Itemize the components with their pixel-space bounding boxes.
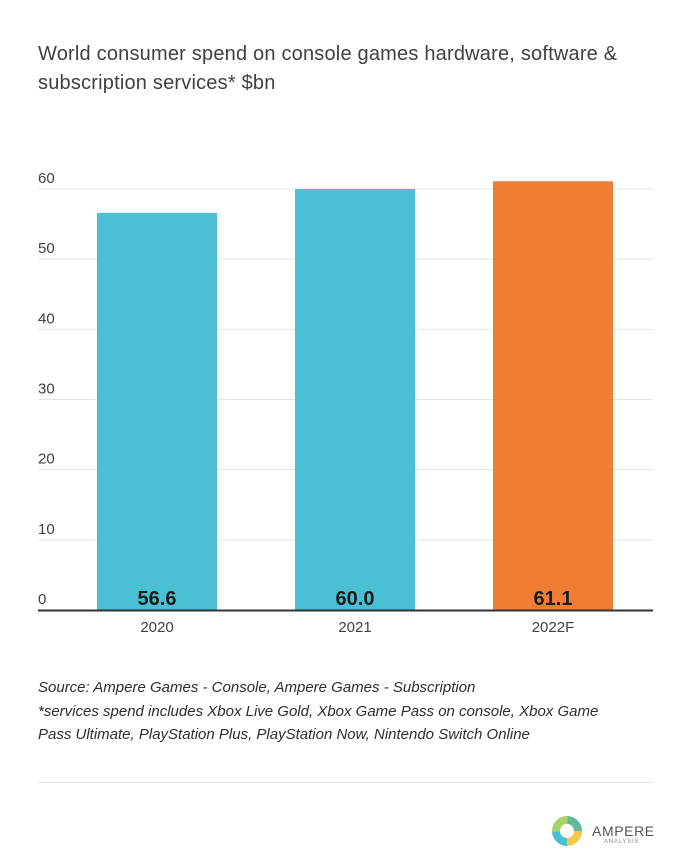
- chart-title: World consumer spend on console games ha…: [38, 40, 658, 98]
- logo-wordmark: AMPERE: [592, 823, 655, 839]
- data-label-2020: 56.6: [138, 588, 177, 610]
- data-label-2021: 60.0: [336, 588, 375, 610]
- footer-divider: [38, 782, 653, 783]
- bar-2022F: [493, 181, 613, 610]
- y-tick-label-60: 60: [38, 170, 55, 187]
- y-tick-label-10: 10: [38, 521, 55, 538]
- y-tick-label-30: 30: [38, 381, 55, 398]
- bar-2021: [295, 189, 415, 610]
- bar-chart: 0 10 20 30 40 50 60 56.6 60.0 61.1 2020 2021 2022F: [38, 170, 653, 636]
- x-tick-label-2021: 2021: [338, 619, 371, 636]
- data-label-2022F: 61.1: [534, 588, 573, 610]
- footnote-line-2: Pass Ultimate, PlayStation Plus, PlaySta…: [38, 726, 530, 743]
- x-tick-label-2022F: 2022F: [532, 619, 575, 636]
- chart-notes: Source: Ampere Games - Console, Ampere G…: [38, 676, 658, 747]
- bar-2020: [97, 212, 217, 610]
- ampere-logo: AMPERE ANALYSIS: [548, 814, 658, 848]
- y-tick-label-50: 50: [38, 240, 55, 257]
- y-tick-label-0: 0: [38, 591, 46, 608]
- source-note: Source: Ampere Games - Console, Ampere G…: [38, 679, 476, 696]
- footnote-line-1: *services spend includes Xbox Live Gold,…: [38, 702, 599, 720]
- y-tick-label-20: 20: [38, 451, 55, 468]
- y-tick-label-40: 40: [38, 310, 55, 327]
- ampere-logo-icon: [552, 816, 582, 846]
- bars: 56.6 60.0 61.1: [97, 181, 613, 610]
- chart-title-line-1: World consumer spend on console games ha…: [38, 43, 618, 65]
- logo-subtitle: ANALYSIS: [604, 839, 640, 845]
- chart-title-line-2: subscription services* $bn: [38, 72, 276, 94]
- x-tick-label-2020: 2020: [140, 619, 173, 636]
- x-axis: 2020 2021 2022F: [38, 609, 653, 636]
